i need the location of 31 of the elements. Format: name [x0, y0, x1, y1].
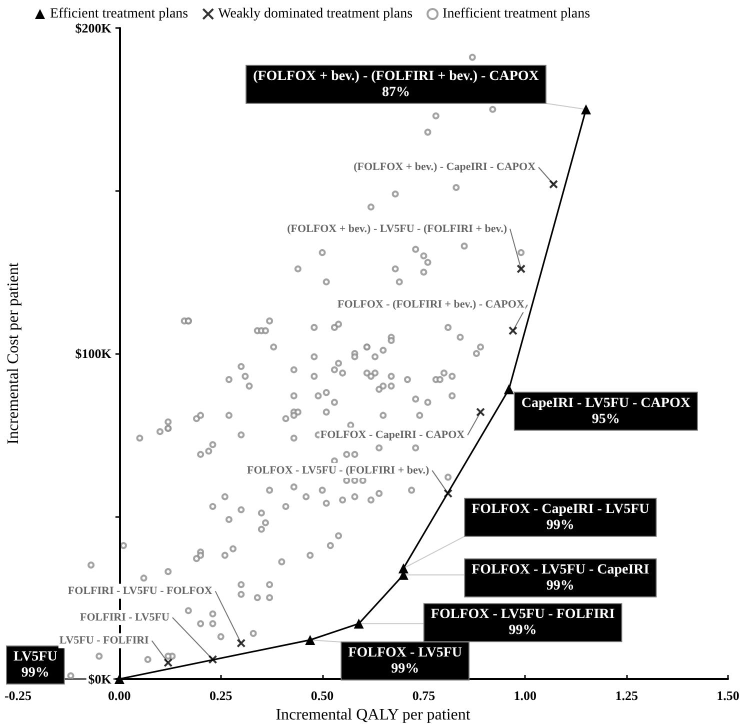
annotation: LV5FU - FOLFIRI [59, 634, 149, 647]
annotation: FOLFIRI - LV5FU - FOLFOX [68, 585, 212, 598]
annotation: LV5FU 99% [14, 650, 58, 680]
annotation: FOLFOX - (FOLFIRI + bev.) - CAPOX [338, 298, 524, 311]
x-tick-label: 0.50 [310, 688, 334, 703]
x-tick-label: -0.25 [4, 688, 32, 703]
x-tick-label: 1.25 [615, 688, 638, 703]
annotation: CapeIRI - LV5FU - CAPOX 95% [521, 396, 690, 427]
annotation: FOLFOX - CapeIRI - LV5FU 99% [472, 502, 650, 533]
x-axis-title: Incremental QALY per patient [276, 706, 471, 724]
annotation: FOLFOX - CapeIRI - CAPOX [320, 429, 465, 442]
annotation: (FOLFOX + bev.) - (FOLFIRI + bev.) - CAPOX 87% [253, 68, 539, 100]
annotation: FOLFIRI - LV5FU [80, 611, 170, 624]
y-tick-label: $200K [75, 20, 112, 36]
y-tick-label: $0K [88, 672, 112, 686]
y-tick-label: $100K [75, 346, 112, 361]
y-axis-title: Incremental Cost per patient [4, 262, 22, 444]
annotation: (FOLFOX + bev.) - LV5FU - (FOLFIRI + bev.) [287, 222, 508, 235]
annotation: (FOLFOX + bev.) - CapeIRI - CAPOX [354, 161, 536, 174]
annotation: FOLFOX - LV5FU 99% [348, 645, 462, 676]
x-tick-label: 0.00 [108, 688, 131, 703]
annotation: FOLFOX - LV5FU - FOLFIRI 99% [430, 607, 615, 638]
legend-label: Efficient treatment plans [50, 6, 188, 22]
annotation: FOLFOX - LV5FU - (FOLFIRI + bev.) [246, 464, 430, 476]
x-tick-label: 1.50 [716, 688, 740, 703]
x-tick-label: 0.25 [209, 688, 233, 703]
x-tick-label: 1.00 [514, 688, 537, 703]
legend-label: Inefficient treatment plans [442, 6, 590, 22]
annotation: FOLFOX - LV5FU - CapeIRI 99% [472, 562, 650, 594]
legend-label: Weakly dominated treatment plans [218, 6, 413, 22]
x-tick-label: 0.75 [412, 688, 436, 703]
